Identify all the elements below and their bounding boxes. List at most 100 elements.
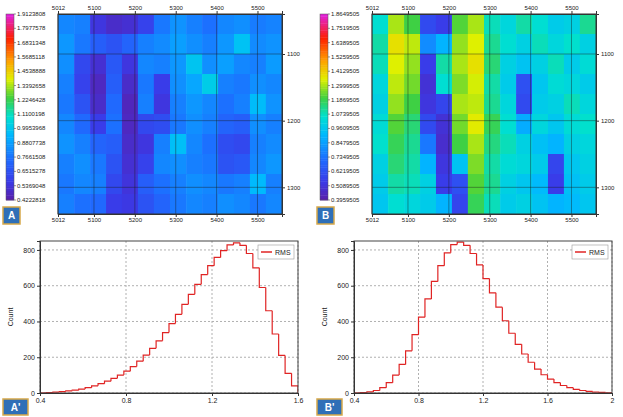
heat-cell (468, 194, 485, 214)
heat-cell (266, 194, 282, 214)
y-axis-title: Count (7, 308, 14, 327)
colorbar-swatch (320, 88, 328, 91)
colorbar-swatch (6, 149, 14, 152)
histogram-bar (580, 389, 586, 390)
colorbar-swatch (320, 65, 328, 68)
heat-cell (186, 94, 202, 115)
heat-cell (186, 134, 202, 155)
colorbar-swatch (320, 128, 328, 131)
tick-mark (282, 187, 285, 188)
heat-cell (154, 114, 171, 135)
heat-cell (74, 134, 90, 155)
grid-line (571, 14, 572, 214)
heat-cell (468, 114, 485, 135)
histogram-bar (156, 341, 162, 349)
colorbar-swatch (320, 47, 328, 50)
colorbar-swatch (6, 47, 14, 50)
colorbar-swatch (6, 44, 14, 47)
tick-mark (282, 121, 285, 122)
colorbar-swatch (6, 102, 14, 105)
colorbar-swatch (6, 128, 14, 131)
colorbar-tick (328, 171, 330, 172)
tick-label: 1200 (601, 118, 615, 124)
legend: RMS (258, 245, 294, 259)
x-axis-top: 501251005200530054005500 (52, 5, 283, 15)
panel-label-box (3, 399, 28, 415)
heat-cell (74, 174, 90, 195)
tick-label: 1.6 (543, 397, 553, 404)
colorbar-swatch (6, 188, 14, 191)
heat-cell (516, 194, 532, 214)
colorbar-tick (328, 142, 330, 143)
plot-frame (58, 14, 282, 214)
heat-cell (420, 114, 436, 135)
colorbar-swatch (320, 160, 328, 163)
colorbar-swatch (6, 42, 14, 45)
histogram-bar (399, 364, 405, 375)
heat-cell (74, 74, 90, 95)
grid-line (354, 357, 612, 358)
heat-cell (138, 74, 154, 95)
tick: 5100 (402, 214, 416, 223)
colorbar-label: 1.3392658 (17, 83, 46, 89)
tick-label: 5500 (565, 217, 579, 223)
axis-line (59, 11, 283, 15)
colorbar-swatch (6, 107, 14, 110)
heat-cell (532, 174, 548, 195)
heat-cell (250, 114, 266, 135)
tick-label: 0 (345, 390, 349, 397)
heat-cell (90, 194, 106, 214)
colorbar-swatch (320, 98, 328, 101)
tick-mark (548, 393, 549, 396)
grid-line (372, 187, 596, 188)
histogram-bar (444, 253, 450, 266)
tick-label: 5012 (52, 5, 66, 11)
colorbar-swatch (320, 74, 328, 77)
heat-cell (202, 94, 218, 115)
heat-cell (154, 54, 171, 75)
heat-cell (484, 34, 501, 55)
tick-mark (126, 393, 127, 396)
grid (354, 241, 612, 393)
heat-cell (564, 74, 580, 95)
tick-mark (212, 393, 213, 396)
colorbar-swatch (320, 79, 328, 82)
histogram-bar (419, 317, 425, 335)
tick-label: 5100 (402, 5, 416, 11)
heat-cell (372, 194, 389, 214)
heat-cell (90, 54, 106, 75)
heat-cell (420, 134, 436, 155)
tick: 0.4 (36, 393, 46, 404)
heat-cell (218, 14, 234, 35)
colorbar-swatch (6, 184, 14, 187)
x-axis-bottom: 501251005200530054005500 (52, 214, 283, 223)
histogram-bar (412, 335, 418, 351)
plot-background (354, 241, 612, 393)
colorbar-swatch (320, 130, 328, 133)
colorbar-swatch (320, 67, 328, 70)
figure: 501251005200530054005500 5012510052005300… (0, 0, 623, 417)
heat-cell (218, 54, 234, 75)
heat-cell (74, 14, 90, 35)
heat-cell (106, 34, 122, 55)
histogram-bar (137, 361, 143, 366)
heat-cell (170, 74, 187, 95)
heat-cell (58, 34, 75, 55)
histogram-bar (150, 348, 156, 355)
heat-cell (500, 34, 516, 55)
colorbar-swatch (6, 33, 14, 36)
colorbar-swatch (6, 174, 14, 177)
histogram-bar (548, 375, 554, 379)
colorbar-swatch (320, 72, 328, 75)
heat-cell (388, 114, 404, 135)
histogram-bar (406, 351, 412, 365)
colorbar-swatch (320, 70, 328, 73)
heat-cell (250, 94, 266, 115)
grid (40, 241, 298, 393)
colorbar-tick (14, 200, 16, 201)
colorbar-swatch (320, 179, 328, 182)
heat-cell (122, 194, 138, 214)
tick-mark (408, 11, 409, 14)
histogram-bar (373, 390, 379, 391)
colorbar-swatch (320, 33, 328, 36)
